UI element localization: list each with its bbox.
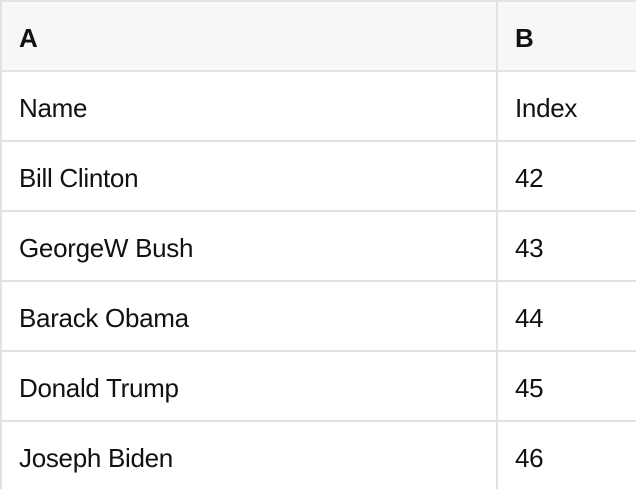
cell-a4[interactable]: Barack Obama [2,282,498,350]
cell-value: Donald Trump [19,372,179,403]
cell-value: Joseph Biden [19,442,173,473]
cell-value: Barack Obama [19,302,189,333]
column-header-a-label: A [19,22,38,53]
cell-value: Name [19,92,88,123]
table-row: Donald Trump 45 [2,352,636,422]
cell-value: 42 [515,162,544,193]
table-row: Barack Obama 44 [2,282,636,352]
cell-b3[interactable]: 43 [498,212,636,280]
cell-b2[interactable]: 42 [498,142,636,210]
column-header-a[interactable]: A [2,2,498,70]
table-row: Bill Clinton 42 [2,142,636,212]
cell-a3[interactable]: GeorgeW Bush [2,212,498,280]
table-row: Name Index [2,72,636,142]
column-header-b[interactable]: B [498,2,636,70]
cell-a2[interactable]: Bill Clinton [2,142,498,210]
cell-value: 44 [515,302,544,333]
cell-b6[interactable]: 46 [498,422,636,489]
cell-a1[interactable]: Name [2,72,498,140]
cell-b4[interactable]: 44 [498,282,636,350]
cell-value: 43 [515,232,544,263]
table-row: GeorgeW Bush 43 [2,212,636,282]
table-row: Joseph Biden 46 [2,422,636,489]
column-header-row: A B [2,2,636,72]
cell-a6[interactable]: Joseph Biden [2,422,498,489]
cell-value: GeorgeW Bush [19,232,194,263]
cell-value: Bill Clinton [19,162,139,193]
cell-value: 45 [515,372,544,403]
cell-value: Index [515,92,578,123]
cell-a5[interactable]: Donald Trump [2,352,498,420]
cell-value: 46 [515,442,544,473]
cell-b1[interactable]: Index [498,72,636,140]
column-header-b-label: B [515,22,534,53]
cell-b5[interactable]: 45 [498,352,636,420]
